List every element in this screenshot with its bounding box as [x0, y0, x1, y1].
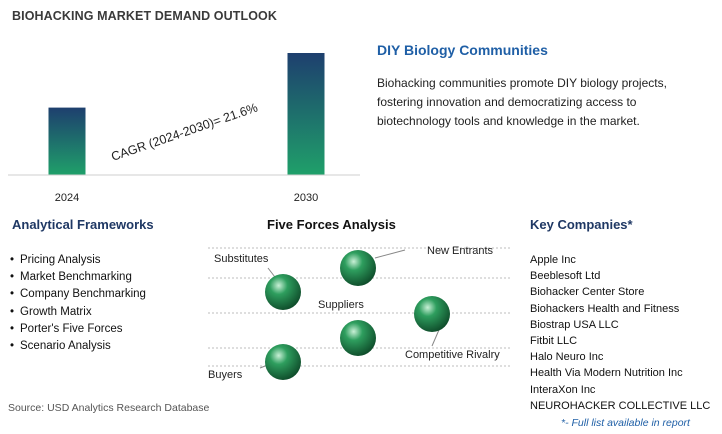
frameworks-heading: Analytical Frameworks — [12, 217, 154, 232]
diy-heading: DIY Biology Communities — [377, 42, 548, 58]
diy-description: Biohacking communities promote DIY biolo… — [377, 76, 667, 128]
companies-list: Apple Inc Beeblesoft Ltd Biohacker Cente… — [530, 252, 710, 414]
company-item: Beeblesoft Ltd — [530, 270, 601, 283]
suppliers-label: Suppliers — [318, 299, 364, 311]
company-item: Apple Inc — [530, 254, 576, 266]
company-item: Biostrap USA LLC — [530, 318, 619, 331]
substitutes-label: Substitutes — [214, 253, 269, 265]
bar-2030 — [287, 53, 325, 175]
company-item: NEUROHACKER COLLECTIVE LLC — [530, 399, 711, 412]
bullet-icon: • — [10, 322, 15, 335]
bullet-icon: • — [10, 340, 15, 353]
company-item: Health Via Modern Nutrition Inc — [530, 367, 683, 380]
bullet-icon: • — [10, 288, 15, 301]
framework-item: • Porter's Five Forces — [10, 321, 146, 338]
company-item: Biohacker Center Store — [530, 286, 645, 299]
buyers-label: Buyers — [208, 369, 243, 381]
framework-item: • Growth Matrix — [10, 304, 146, 321]
five-forces-diagram: Substitutes New Entrants Suppliers Compe… — [208, 245, 510, 381]
company-item: InteraXon Inc — [530, 383, 596, 396]
new-entrants-sphere — [340, 250, 376, 286]
competitive-rivalry-label: Competitive Rivalry — [405, 349, 500, 361]
x-tick-label: 2024 — [55, 192, 79, 204]
bullet-icon: • — [10, 271, 15, 284]
cagr-annotation: CAGR (2024-2030)= 21.6% — [109, 100, 259, 163]
framework-item: • Market Benchmarking — [10, 269, 146, 286]
frameworks-list: • Pricing Analysis • Market Benchmarking •… — [10, 252, 146, 355]
company-item: Fitbit LLC — [530, 335, 578, 348]
buyers-sphere — [265, 344, 301, 380]
market-bar-chart: 2024 2030 CAGR (2024-2030)= 21.6% — [8, 53, 360, 204]
framework-item: • Pricing Analysis — [10, 252, 146, 269]
framework-item: • Scenario Analysis — [10, 338, 146, 355]
bullet-icon: • — [10, 254, 15, 266]
five-forces-heading: Five Forces Analysis — [267, 217, 396, 232]
company-item: Halo Neuro Inc — [530, 351, 604, 364]
x-tick-label: 2030 — [294, 192, 318, 204]
company-item: Biohackers Health and Fitness — [530, 302, 680, 315]
new-entrants-label: New Entrants — [427, 245, 494, 257]
companies-heading: Key Companies* — [530, 217, 633, 232]
competitive-rivalry-sphere — [414, 296, 450, 332]
framework-item: • Company Benchmarking — [10, 286, 146, 303]
bar-2024 — [48, 107, 86, 175]
page-title: BIOHACKING MARKET DEMAND OUTLOOK — [12, 9, 277, 23]
source-note: Source: USD Analytics Research Database — [8, 402, 210, 414]
suppliers-sphere — [340, 320, 376, 356]
bullet-icon: • — [10, 305, 15, 318]
substitutes-sphere — [265, 274, 301, 310]
full-list-footnote: *- Full list available in report — [561, 417, 690, 429]
